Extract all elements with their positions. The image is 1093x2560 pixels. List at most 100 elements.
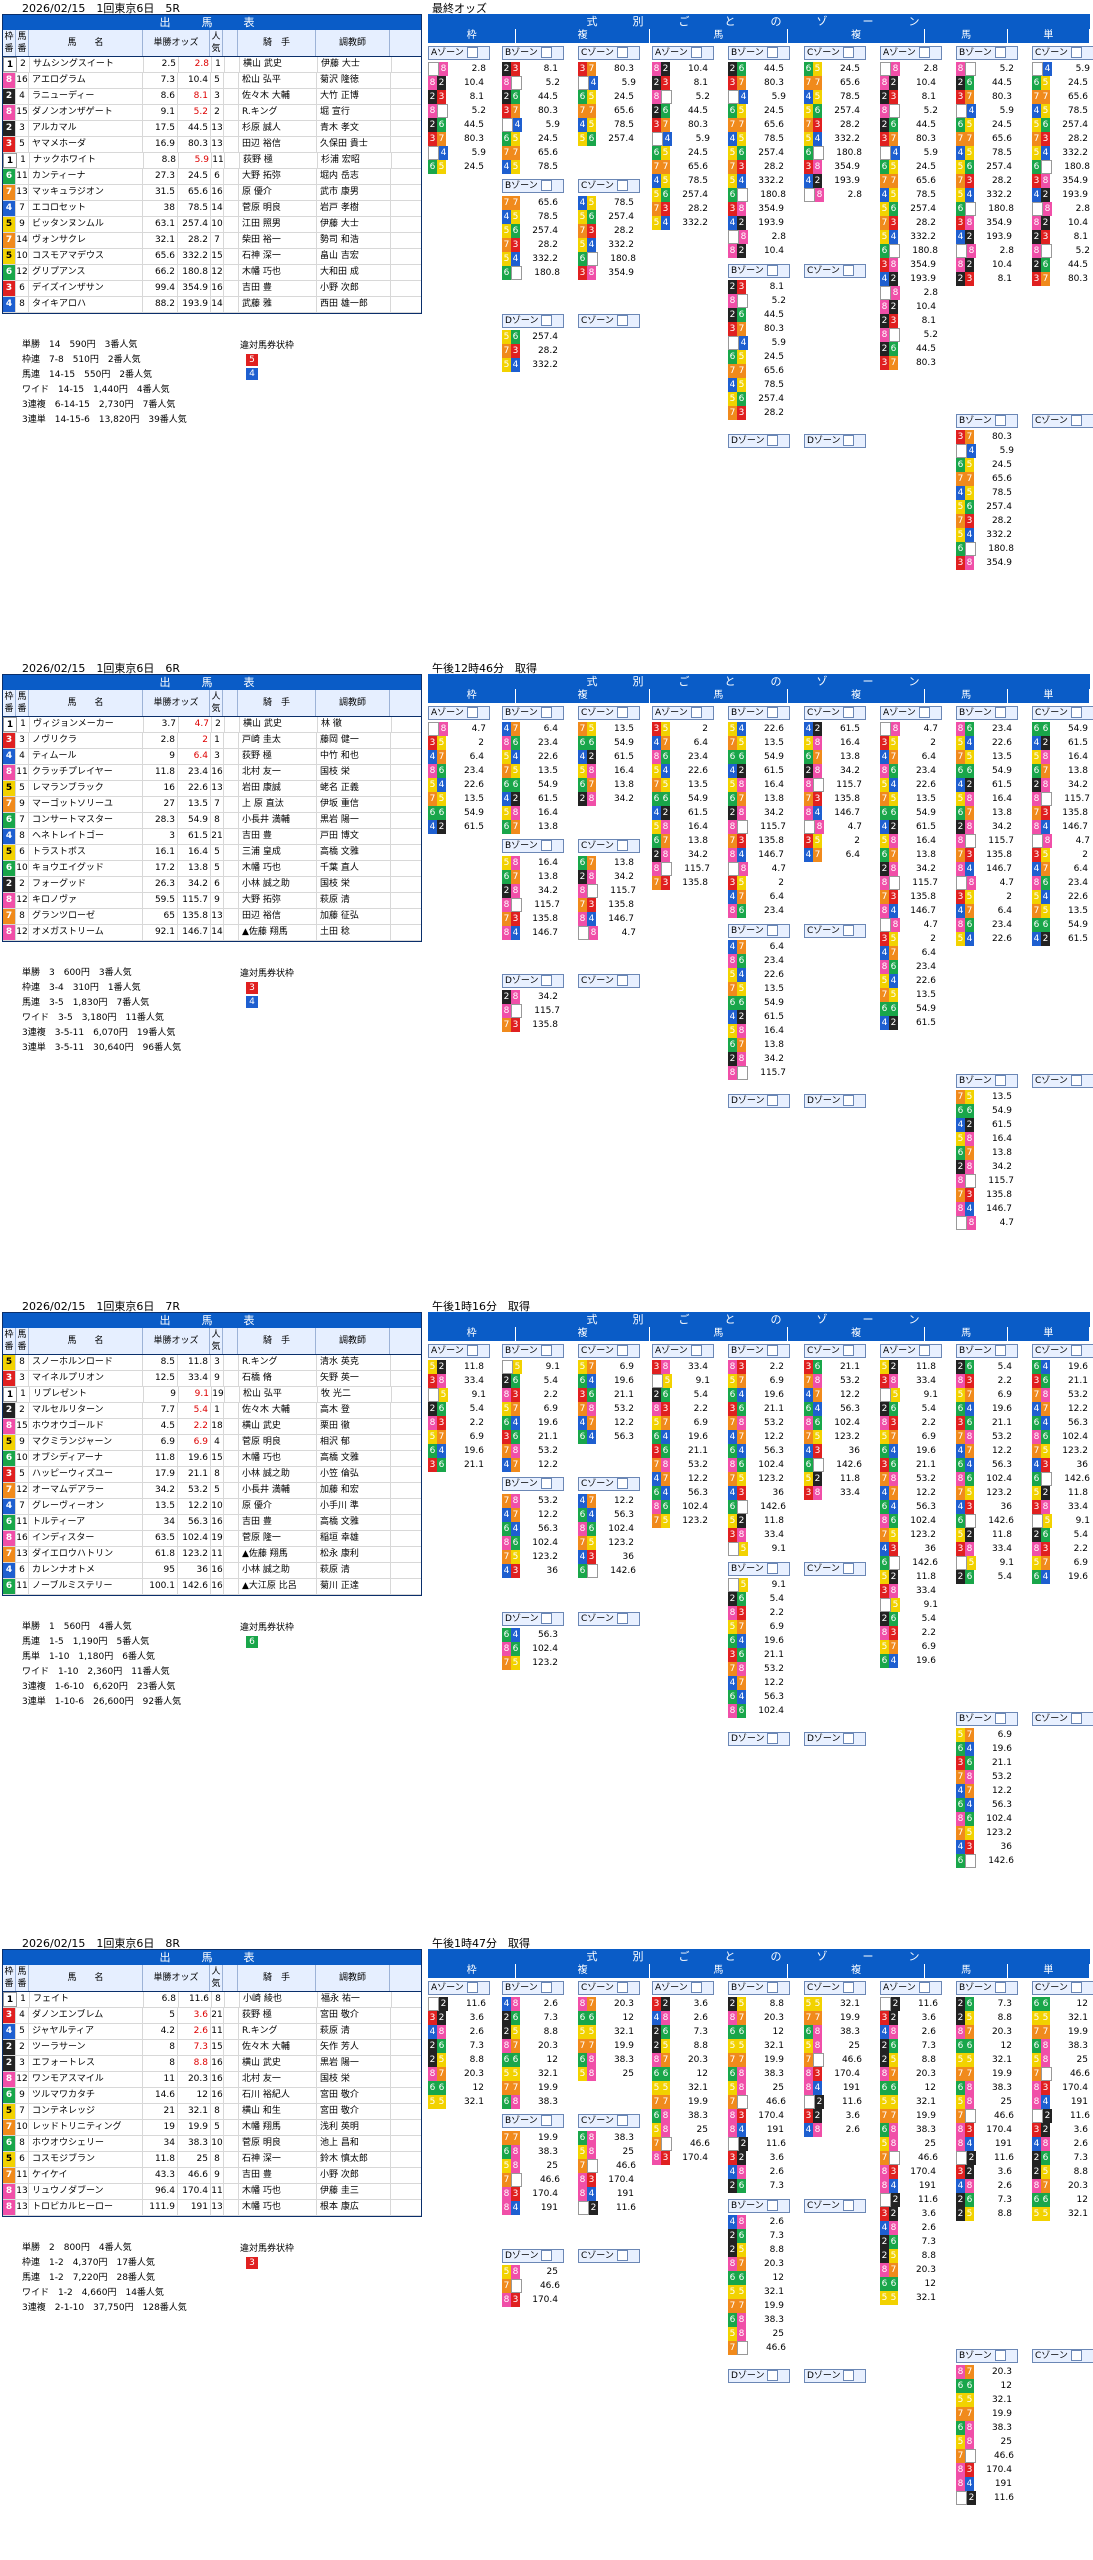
zone-row[interactable]: 5 5 32.1: [578, 2025, 636, 2039]
zone-row[interactable]: 6 7 13.8: [728, 792, 788, 806]
zone-row[interactable]: 1 5 9.1: [502, 1360, 562, 1374]
zone-row[interactable]: 4 7 12.2: [578, 1416, 636, 1430]
zone-row[interactable]: 1 8 4.7: [1032, 834, 1092, 848]
zone-toggle-icon[interactable]: [690, 707, 702, 718]
zone-row[interactable]: 8 3 2.2: [728, 1360, 788, 1374]
zone-row[interactable]: 2 6 44.5: [502, 90, 562, 104]
zone-row[interactable]: 2 6 44.5: [728, 62, 788, 76]
zone-row[interactable]: 5 4 22.6: [728, 722, 788, 736]
zone-row[interactable]: 5 4 332.2: [652, 216, 712, 230]
zone-row[interactable]: 5 4 332.2: [502, 358, 560, 372]
zone-d-label[interactable]: Dゾーン: [804, 1094, 866, 1108]
zone-row[interactable]: 6 7 13.8: [578, 778, 636, 792]
zone-c-label[interactable]: Cゾーン: [804, 924, 866, 938]
zone-row[interactable]: 7 8 53.2: [502, 1494, 560, 1508]
zone-row[interactable]: 1 8 4.7: [956, 1216, 1016, 1230]
entry-row[interactable]: 5 5 レマランブラック 16 22.6 13 岩田 康誠 蛯名 正義: [3, 781, 421, 797]
zone-row[interactable]: 3 7 80.3: [1032, 272, 1092, 286]
zone-row[interactable]: 6 6 12: [956, 2039, 1016, 2053]
zone-row[interactable]: 1 4 5.9: [502, 118, 562, 132]
entry-row[interactable]: 8 15 ダノンオンザゲート 9.1 5.2 2 R.キング堀 宣行: [3, 105, 421, 121]
zone-row[interactable]: 4 7 12.2: [956, 1444, 1016, 1458]
zone-row[interactable]: 4 8 2.6: [728, 2215, 788, 2229]
entry-row[interactable]: 7 13 マッキュラジオン 31.5 65.6 16 原 優介 武市 康男: [3, 185, 421, 201]
zone-row[interactable]: 5 2 11.8: [880, 1360, 940, 1374]
zone-row[interactable]: 8 1 5.2: [728, 294, 788, 308]
zone-row[interactable]: 7 5 13.5: [956, 750, 1016, 764]
zone-row[interactable]: 2 8 34.2: [880, 862, 940, 876]
zone-row[interactable]: 8 6 102.4: [956, 1472, 1016, 1486]
zone-row[interactable]: 6 4 56.3: [578, 1508, 638, 1522]
zone-row[interactable]: 4 2 193.9: [880, 272, 940, 286]
zone-row[interactable]: 8 7 20.3: [652, 2053, 712, 2067]
entry-row[interactable]: 3 3 マイネルプリオン 12.5 33.4 9 石橋 脩矢野 英一: [3, 1371, 421, 1387]
zone-row[interactable]: 4 2 61.5: [1032, 736, 1092, 750]
zone-row[interactable]: 6 6 54.9: [428, 806, 488, 820]
zone-row[interactable]: 7 3 135.8: [578, 898, 638, 912]
entry-row[interactable]: 6 10 オブシディアーナ 11.8 19.6 15 木幡 巧也 高橋 文雅: [3, 1451, 421, 1467]
zone-row[interactable]: 2 6 7.3: [652, 2025, 712, 2039]
zone-row[interactable]: 8 4 191: [880, 2179, 940, 2193]
zone-toggle-icon[interactable]: [843, 435, 855, 446]
entry-row[interactable]: 3 3 ノヴリクラ 2.8 2 1 戸崎 圭太 藤岡 健一: [3, 733, 421, 749]
zone-row[interactable]: 7 5 123.2: [956, 1486, 1016, 1500]
zone-row[interactable]: 6 8 38.3: [578, 2053, 636, 2067]
zone-row[interactable]: 7 1 46.6: [728, 2341, 788, 2355]
zone-row[interactable]: 3 6 21.1: [578, 1388, 636, 1402]
zone-row[interactable]: 8 4 191: [502, 2201, 562, 2215]
zone-row[interactable]: 4 7 6.4: [728, 890, 788, 904]
zone-toggle-icon[interactable]: [690, 1982, 702, 1993]
zone-a-label[interactable]: Aゾーン: [652, 706, 714, 720]
zone-row[interactable]: 1 8 4.7: [728, 862, 788, 876]
zone-row[interactable]: 2 3 8.1: [880, 90, 940, 104]
zone-row[interactable]: 5 8 25: [502, 2265, 562, 2279]
zone-row[interactable]: 7 3 135.8: [956, 848, 1016, 862]
entry-row[interactable]: 2 3 アルカマル 17.5 44.5 13 杉原 誠人 青木 孝文: [3, 121, 421, 137]
zone-toggle-icon[interactable]: [843, 1095, 855, 1106]
zone-toggle-icon[interactable]: [843, 1733, 855, 1744]
zone-b-label[interactable]: Bゾーン: [502, 1344, 564, 1358]
zone-row[interactable]: 6 4 19.6: [880, 1444, 940, 1458]
zone-row[interactable]: 4 2 61.5: [804, 722, 864, 736]
zone-row[interactable]: 6 6 54.9: [1032, 722, 1092, 736]
zone-row[interactable]: 3 8 354.9: [578, 266, 638, 280]
zone-row[interactable]: 7 5 123.2: [502, 1656, 560, 1670]
zone-row[interactable]: 5 8 16.4: [578, 764, 636, 778]
zone-toggle-icon[interactable]: [767, 435, 779, 446]
zone-row[interactable]: 6 8 38.3: [502, 2145, 562, 2159]
zone-row[interactable]: 2 6 5.4: [502, 1374, 562, 1388]
zone-row[interactable]: 6 7 13.8: [502, 820, 560, 834]
zone-row[interactable]: 1 5 9.1: [1032, 1514, 1092, 1528]
zone-row[interactable]: 8 6 23.4: [728, 904, 788, 918]
zone-row[interactable]: 6 1 180.8: [502, 266, 562, 280]
zone-toggle-icon[interactable]: [842, 925, 854, 936]
zone-toggle-icon[interactable]: [616, 180, 628, 191]
zone-row[interactable]: 6 6 12: [652, 2067, 712, 2081]
zone-toggle-icon[interactable]: [1070, 1982, 1082, 1993]
zone-row[interactable]: 5 8 25: [728, 2081, 788, 2095]
zone-toggle-icon[interactable]: [616, 1982, 628, 1993]
zone-b-label[interactable]: Bゾーン: [502, 1981, 564, 1995]
zone-row[interactable]: 5 4 332.2: [804, 132, 864, 146]
zone-row[interactable]: 4 5 78.5: [956, 486, 1016, 500]
zone-row[interactable]: 4 7 6.4: [880, 750, 940, 764]
zone-row[interactable]: 5 7 6.9: [880, 1640, 940, 1654]
zone-toggle-icon[interactable]: [1070, 415, 1082, 426]
entry-row[interactable]: 8 13 リュウノダブーン 96.4 170.4 11 木幡 巧也 伊藤 圭三: [3, 2184, 421, 2200]
zone-row[interactable]: 5 4 22.6: [880, 974, 940, 988]
zone-row[interactable]: 8 6 102.4: [652, 1500, 712, 1514]
zone-row[interactable]: 2 6 44.5: [956, 76, 1016, 90]
zone-row[interactable]: 5 6 257.4: [804, 104, 864, 118]
zone-row[interactable]: 1 8 4.7: [880, 918, 940, 932]
zone-row[interactable]: 8 1 5.2: [880, 328, 940, 342]
zone-row[interactable]: 6 6 12: [502, 2053, 560, 2067]
zone-row[interactable]: 5 4 332.2: [502, 252, 562, 266]
zone-row[interactable]: 5 5 32.1: [502, 2067, 560, 2081]
zone-row[interactable]: 6 6 54.9: [880, 1002, 940, 1016]
entry-row[interactable]: 5 9 ビッタンヌンムル 63.1 257.4 10 江田 照男 伊藤 大士: [3, 217, 421, 233]
zone-toggle-icon[interactable]: [766, 1563, 778, 1574]
entry-row[interactable]: 3 4 ダノンエンブレム 5 3.6 21 荻野 極宮田 敬介: [3, 2008, 421, 2024]
zone-row[interactable]: 2 6 7.3: [956, 1997, 1016, 2011]
zone-toggle-icon[interactable]: [616, 315, 628, 326]
